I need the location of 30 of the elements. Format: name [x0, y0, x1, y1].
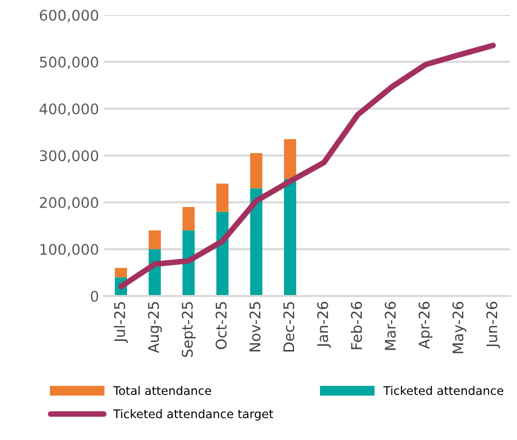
- legend-label: Total attendance: [113, 386, 212, 396]
- bar: [216, 184, 229, 212]
- x-tick-label: Dec-25: [283, 302, 294, 352]
- x-tick-label: Sept-25: [182, 302, 196, 357]
- y-tick-label: 0: [90, 290, 98, 302]
- legend-label: Ticketed attendance target: [113, 409, 274, 421]
- bar: [250, 153, 262, 188]
- y-tick-label: 400,000: [40, 103, 98, 116]
- y-tick-label: 100,000: [40, 244, 98, 256]
- x-tick-label: Oct-25: [216, 302, 227, 350]
- bar: [182, 207, 195, 230]
- bar: [148, 230, 161, 250]
- y-tick-label: 600,000: [40, 10, 98, 22]
- x-tick-label: Nov-25: [249, 302, 260, 352]
- x-tick-label: Apr-26: [418, 302, 432, 349]
- x-tick-label: Feb-26: [350, 302, 362, 350]
- bar: [114, 268, 128, 278]
- bar: [284, 139, 296, 179]
- x-tick-label: Mar-26: [384, 302, 396, 350]
- y-tick-label: 500,000: [40, 56, 98, 70]
- x-tick-label: Jun-26: [486, 302, 500, 348]
- y-tick-label: 300,000: [40, 150, 98, 163]
- bar: [284, 178, 296, 296]
- x-tick-label: Jul-25: [114, 302, 128, 344]
- y-tick-label: 200,000: [40, 197, 98, 210]
- x-tick-label: Jan-26: [317, 302, 331, 348]
- bar: [250, 188, 262, 296]
- legend-label: Ticketed attendance: [383, 386, 504, 396]
- x-tick-label: May-26: [452, 302, 466, 354]
- x-tick-label: Aug-25: [148, 302, 162, 354]
